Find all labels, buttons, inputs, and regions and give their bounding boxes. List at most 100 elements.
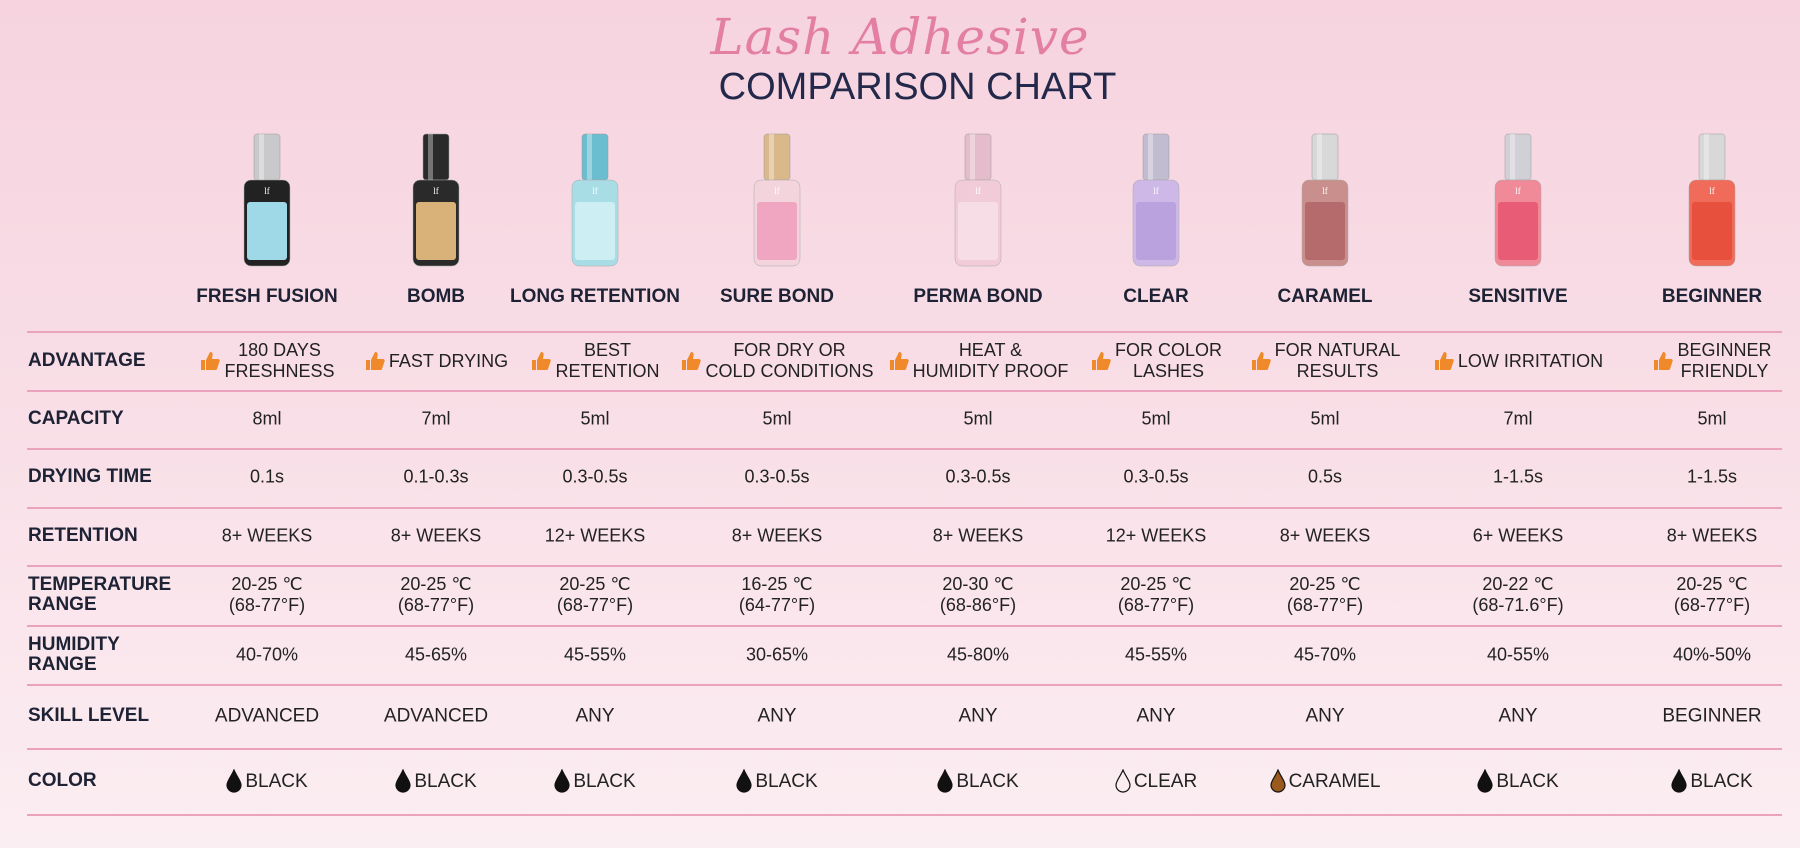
cell-text: 20-25 ℃ (68-77°F) — [1673, 574, 1751, 615]
cell-text: ANY — [757, 705, 797, 727]
cell: 5ml — [1612, 409, 1800, 430]
cell: HEAT & HUMIDITY PROOF — [878, 340, 1078, 382]
cell: 40-70% — [167, 645, 367, 666]
cell-text: 40%-50% — [1672, 644, 1752, 665]
row-label: COLOR — [28, 770, 97, 791]
cell: 20-25 ℃ (68-77°F) — [1056, 574, 1256, 616]
cell: ADVANCED — [167, 706, 367, 727]
cell-text: 0.3-0.5s — [744, 466, 810, 487]
product-name: SENSITIVE — [1468, 286, 1568, 307]
cell-text: 45-70% — [1293, 644, 1357, 665]
svg-text:lf: lf — [433, 186, 439, 196]
product-name: BOMB — [406, 286, 466, 307]
cell: 8+ WEEKS — [677, 526, 877, 547]
cell: BEGINNER — [1612, 706, 1800, 727]
cell-text: 40-70% — [235, 644, 299, 665]
cell-text: BLACK — [573, 770, 636, 792]
cell-text: CARAMEL — [1288, 770, 1381, 792]
cell-text: FOR DRY OR COLD CONDITIONS — [705, 340, 874, 381]
row-divider — [27, 748, 1782, 750]
cell-text: 1-1.5s — [1492, 466, 1544, 487]
cell: 0.3-0.5s — [1056, 467, 1256, 488]
cell-text: 7ml — [421, 408, 451, 429]
product-name: CLEAR — [1123, 286, 1189, 307]
cell: ANY — [1418, 706, 1618, 727]
cell: BLACK — [1612, 769, 1800, 793]
cell-text: 5ml — [580, 408, 610, 429]
cell: 45-80% — [878, 645, 1078, 666]
cell-text: 0.1s — [249, 466, 285, 487]
row-divider — [27, 390, 1782, 392]
cell-text: BLACK — [956, 770, 1019, 792]
cell: ANY — [1225, 706, 1425, 727]
cell: 20-25 ℃ (68-77°F) — [336, 574, 536, 616]
cell: 1-1.5s — [1418, 467, 1618, 488]
cell-text: 20-25 ℃ (68-77°F) — [556, 574, 634, 615]
product-name: FRESH FUSION — [196, 286, 338, 307]
cell-text: 5ml — [1697, 408, 1727, 429]
cell-text: 0.3-0.5s — [562, 466, 628, 487]
cell-text: 8+ WEEKS — [932, 525, 1024, 546]
cell: FOR COLOR LASHES — [1056, 340, 1256, 382]
cell-text: ANY — [1305, 705, 1345, 727]
cell: FAST DRYING — [336, 350, 536, 372]
cell: 0.1s — [167, 467, 367, 488]
svg-text:lf: lf — [975, 186, 981, 196]
cell-text: 20-30 ℃ (68-86°F) — [939, 574, 1017, 615]
cell: 16-25 ℃ (64-77°F) — [677, 574, 877, 616]
cell: BLACK — [167, 769, 367, 793]
cell-text: 8+ WEEKS — [390, 525, 482, 546]
svg-text:lf: lf — [1153, 186, 1159, 196]
cell: 8ml — [167, 409, 367, 430]
cell: 45-65% — [336, 645, 536, 666]
cell-text: 8ml — [252, 408, 282, 429]
cell-text: BLACK — [1496, 770, 1559, 792]
cell-text: ANY — [1136, 705, 1176, 727]
cell: 7ml — [336, 409, 536, 430]
cell-text: 8+ WEEKS — [221, 525, 313, 546]
cell: 20-25 ℃ (68-77°F) — [167, 574, 367, 616]
row-label: DRYING TIME — [28, 466, 152, 487]
cell-text: BLACK — [1690, 770, 1753, 792]
cell: ADVANCED — [336, 706, 536, 727]
cell-text: 20-22 ℃ (68-71.6°F) — [1472, 574, 1564, 615]
cell-text: ANY — [958, 705, 998, 727]
cell-text: 20-25 ℃ (68-77°F) — [1286, 574, 1364, 615]
product-image: lf — [1301, 133, 1349, 267]
cell-text: 45-80% — [946, 644, 1010, 665]
cell-text: BEGINNER FRIENDLY — [1677, 340, 1772, 381]
cell-text: 40-55% — [1486, 644, 1550, 665]
row-label: RETENTION — [28, 525, 138, 546]
cell-text: 0.3-0.5s — [945, 466, 1011, 487]
cell: 12+ WEEKS — [1056, 526, 1256, 547]
cell-text: 6+ WEEKS — [1472, 525, 1564, 546]
cell: BLACK — [336, 769, 536, 793]
svg-text:lf: lf — [592, 186, 598, 196]
svg-text:lf: lf — [1322, 186, 1328, 196]
cell: BLACK — [1418, 769, 1618, 793]
row-divider — [27, 331, 1782, 333]
cell: 30-65% — [677, 645, 877, 666]
cell-text: 7ml — [1503, 408, 1533, 429]
row-divider — [27, 625, 1782, 627]
row-divider — [27, 684, 1782, 686]
cell: 1-1.5s — [1612, 467, 1800, 488]
cell: 8+ WEEKS — [336, 526, 536, 547]
product-name: SURE BOND — [719, 286, 834, 307]
cell-text: ADVANCED — [214, 705, 320, 727]
cell: 8+ WEEKS — [878, 526, 1078, 547]
cell-text: 12+ WEEKS — [1105, 525, 1207, 546]
svg-text:lf: lf — [1515, 186, 1521, 196]
cell-text: 5ml — [963, 408, 993, 429]
product-image: lf — [753, 133, 801, 267]
cell-text: 0.3-0.5s — [1123, 466, 1189, 487]
cell-text: 12+ WEEKS — [544, 525, 646, 546]
svg-text:lf: lf — [264, 186, 270, 196]
cell: ANY — [878, 706, 1078, 727]
product-image: lf — [1494, 133, 1542, 267]
product-name: CARAMEL — [1277, 286, 1373, 307]
cell: 7ml — [1418, 409, 1618, 430]
product-image: lf — [571, 133, 619, 267]
row-label: TEMPERATURE RANGE — [28, 574, 172, 615]
